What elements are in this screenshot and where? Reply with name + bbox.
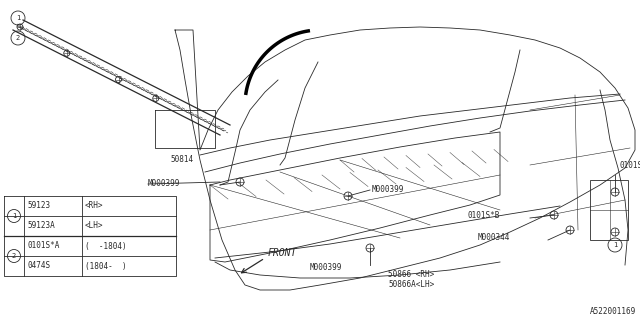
Text: 2: 2 (16, 35, 20, 41)
Text: M000399: M000399 (372, 185, 404, 194)
Text: 0101S*A: 0101S*A (27, 242, 60, 251)
Text: FRONT: FRONT (268, 248, 298, 258)
Text: 59123: 59123 (27, 202, 50, 211)
Text: 0101S*B: 0101S*B (620, 161, 640, 170)
Text: (1804-  ): (1804- ) (85, 261, 127, 270)
Text: M000399: M000399 (148, 180, 180, 188)
Text: <LH>: <LH> (85, 221, 104, 230)
Text: <RH>: <RH> (85, 202, 104, 211)
Text: 2: 2 (12, 253, 16, 259)
Text: 59123A: 59123A (27, 221, 55, 230)
Text: 1: 1 (613, 242, 617, 248)
Text: M000399: M000399 (310, 262, 342, 271)
Text: 50866 <RH>: 50866 <RH> (388, 270, 435, 279)
Text: 0474S: 0474S (27, 261, 50, 270)
Text: 1: 1 (16, 15, 20, 21)
Text: 50814: 50814 (170, 155, 193, 164)
Text: M000344: M000344 (478, 234, 510, 243)
Text: 1: 1 (12, 213, 16, 219)
Text: A522001169: A522001169 (589, 307, 636, 316)
Text: 0101S*B: 0101S*B (468, 211, 500, 220)
Text: (  -1804): ( -1804) (85, 242, 127, 251)
Bar (590, 180, 628, 240)
Text: 50866A<LH>: 50866A<LH> (388, 280, 435, 289)
